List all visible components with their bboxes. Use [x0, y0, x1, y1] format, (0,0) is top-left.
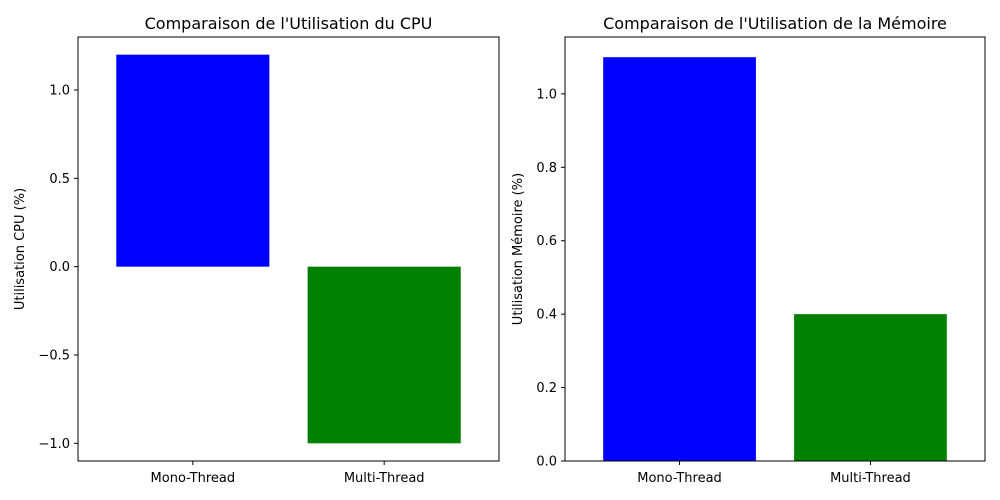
- memory-plot-frame: [564, 36, 986, 462]
- cpu-bar-mono-thread: [116, 54, 270, 267]
- memory-chart-title: Comparaison de l'Utilisation de la Mémoi…: [603, 14, 947, 33]
- cpu-ytick-label: 0.5: [49, 172, 70, 187]
- cpu-chart: −1.0 −0.5 0.0 0.5 1.0 Mono-Thread Multi-Thread…: [13, 14, 500, 486]
- cpu-ytick-label: −0.5: [38, 349, 70, 364]
- memory-ytick-label: 0.6: [536, 234, 557, 249]
- cpu-bar-multi-thread: [307, 266, 461, 444]
- memory-bar-mono-thread: [603, 57, 756, 461]
- memory-ytick-label: 0.4: [536, 308, 557, 323]
- cpu-ytick-label: 0.0: [49, 260, 70, 275]
- cpu-chart-title: Comparaison de l'Utilisation du CPU: [145, 14, 433, 33]
- memory-xtick-label: Multi-Thread: [830, 471, 911, 486]
- memory-chart: 0.0 0.2 0.4 0.6 0.8 1.0 Mono-Thread Multi-Threa…: [511, 14, 986, 486]
- cpu-ytick-label: −1.0: [38, 437, 70, 452]
- cpu-y-axis-label: Utilisation CPU (%): [13, 188, 28, 310]
- cpu-plot-frame: [77, 36, 500, 462]
- memory-xtick-label: Mono-Thread: [637, 471, 722, 486]
- memory-y-axis-label: Utilisation Mémoire (%): [511, 173, 526, 325]
- memory-ytick-label: 0.0: [536, 455, 557, 470]
- memory-ytick-label: 0.2: [536, 381, 557, 396]
- cpu-xtick-label: Multi-Thread: [344, 471, 425, 486]
- memory-bar-multi-thread: [794, 314, 947, 461]
- memory-ytick-label: 1.0: [536, 87, 557, 102]
- memory-ytick-label: 0.8: [536, 161, 557, 176]
- cpu-xtick-label: Mono-Thread: [151, 471, 236, 486]
- cpu-ytick-label: 1.0: [49, 84, 70, 99]
